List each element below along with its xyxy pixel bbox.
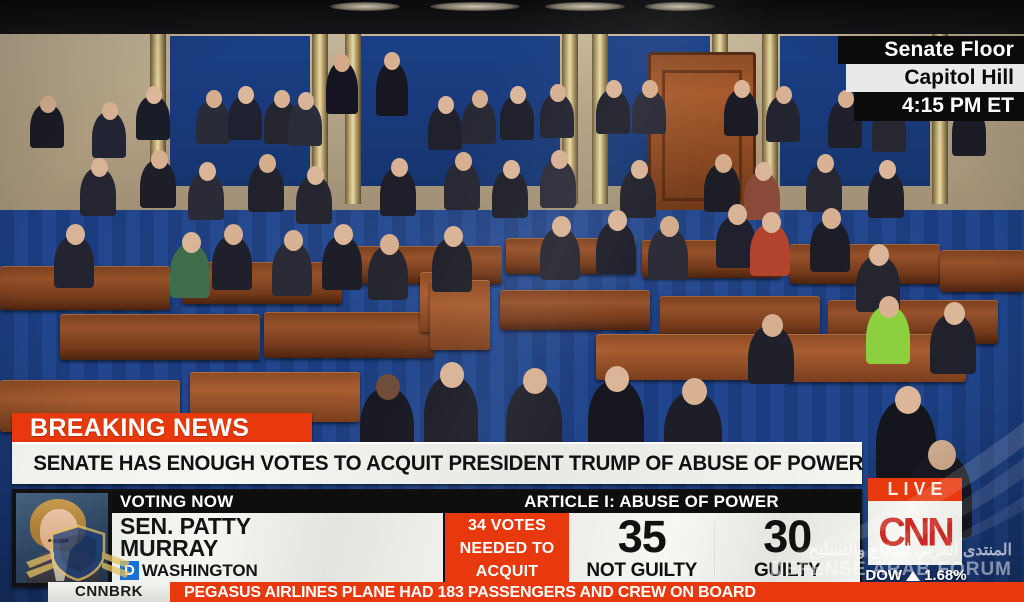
senator-affiliation: D WASHINGTON [120,561,258,580]
guilty-count: 30 [763,511,812,562]
acquit-threshold-box: 34 VOTES NEEDED TO ACQUIT [445,513,569,585]
threshold-line-3: ACQUIT [475,563,539,580]
breaking-news-label: BREAKING NEWS [30,414,250,442]
forum-watermark-text: المنتدى العربي للدفاع والتسليح DEFENSE A… [769,542,1012,581]
lower-third-panel: VOTING NOW SEN. PATTY MURRAY D WASHINGTO… [12,489,862,587]
article-title-bar: ARTICLE I: ABUSE OF POWER [443,491,860,513]
ticker-text: PEGASUS AIRLINES PLANE HAD 183 PASSENGER… [184,584,756,601]
ticker-strip: PEGASUS AIRLINES PLANE HAD 183 PASSENGER… [170,582,1024,602]
ticker-handle: CNNBRK [75,583,143,600]
market-ticker: DOW 1.68% [864,566,968,586]
forum-crest-watermark [26,524,130,582]
cnn-logo: CNN [878,510,954,555]
tally-guilty: 30 GUILTY [715,511,861,585]
not-guilty-label: NOT GUILTY [586,560,698,581]
threshold-line-1: 34 VOTES [467,517,547,534]
article-title: ARTICLE I: ABUSE OF POWER [524,492,779,511]
senator-name-line-2: MURRAY [120,535,219,561]
up-triangle-icon [906,571,921,581]
network-logo-box: CNN [868,501,962,565]
location-line-1: Senate Floor [838,36,1024,64]
vote-tally: 35 NOT GUILTY 30 GUILTY [569,511,861,585]
market-index-label: DOW [865,567,903,584]
watermark-english: DEFENSE ARAB FORUM [769,559,1012,581]
senator-state: WASHINGTON [141,561,258,580]
market-change: 1.68% [924,567,967,584]
guilty-label: GUILTY [754,560,821,581]
tally-not-guilty: 35 NOT GUILTY [569,511,715,585]
chamber-ceiling [0,0,1024,34]
live-label: LIVE [887,479,948,499]
location-line-2: Capitol Hill [846,64,1024,92]
headline-bar: SENATE HAS ENOUGH VOTES TO ACQUIT PRESID… [12,442,864,484]
senator-nameplate: SEN. PATTY MURRAY D WASHINGTON [112,513,443,585]
live-badge: LIVE [868,478,962,501]
threshold-line-2: NEEDED TO [459,540,555,557]
forum-wing-watermark [794,422,1024,562]
watermark-arabic: المنتدى العربي للدفاع والتسليح [808,542,1012,560]
senator-name-line-1: SEN. PATTY [120,513,252,539]
voting-status-bar: VOTING NOW [112,491,443,513]
article-vote-section: ARTICLE I: ABUSE OF POWER 34 VOTES NEEDE… [443,489,862,587]
not-guilty-count: 35 [617,511,667,562]
broadcast-time: 4:15 PM ET [854,92,1024,121]
voting-status-label: VOTING NOW [120,492,234,511]
ticker-handle-box: CNNBRK [48,582,170,602]
breaking-news-badge: BREAKING NEWS [12,413,312,443]
headline-text: SENATE HAS ENOUGH VOTES TO ACQUIT PRESID… [33,452,864,475]
news-ticker-bar: CNNBRK PEGASUS AIRLINES PLANE HAD 183 PA… [0,582,1024,602]
location-block: Senate Floor Capitol Hill 4:15 PM ET [838,36,1024,121]
